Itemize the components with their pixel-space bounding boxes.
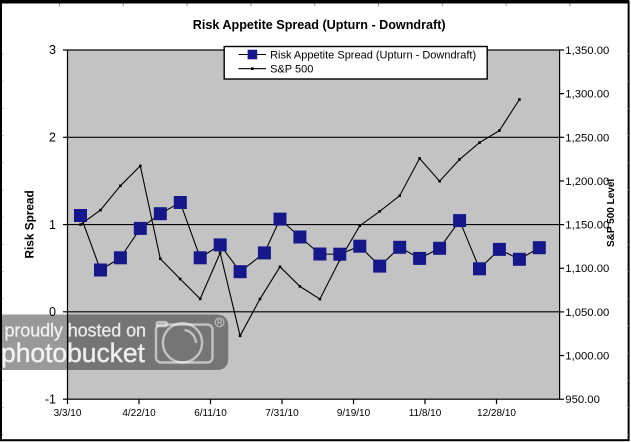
- svg-text:950.00: 950.00: [565, 394, 600, 406]
- svg-text:1,150.00: 1,150.00: [565, 220, 609, 232]
- svg-text:9/19/10: 9/19/10: [337, 408, 371, 419]
- svg-text:Risk Appetite Spread (Upturn -: Risk Appetite Spread (Upturn - Downdraft…: [193, 18, 446, 32]
- svg-text:1,050.00: 1,050.00: [565, 307, 609, 319]
- svg-text:-1: -1: [45, 392, 56, 406]
- svg-text:3: 3: [49, 43, 56, 57]
- svg-text:1,350.00: 1,350.00: [565, 45, 609, 57]
- svg-text:1,300.00: 1,300.00: [565, 89, 609, 101]
- svg-text:1,000.00: 1,000.00: [565, 351, 609, 363]
- svg-text:1,200.00: 1,200.00: [565, 176, 609, 188]
- svg-text:S&P 500 Level: S&P 500 Level: [606, 179, 617, 247]
- svg-text:2: 2: [49, 131, 56, 145]
- svg-text:0: 0: [49, 305, 56, 319]
- svg-text:Risk Appetite Spread (Upturn -: Risk Appetite Spread (Upturn - Downdraft…: [270, 49, 476, 61]
- svg-text:11/8/10: 11/8/10: [409, 408, 442, 419]
- svg-text:12/28/10: 12/28/10: [477, 408, 516, 419]
- svg-text:7/31/10: 7/31/10: [265, 408, 299, 419]
- svg-text:photobucket: photobucket: [1, 338, 146, 368]
- svg-text:3/3/10: 3/3/10: [54, 408, 82, 419]
- svg-text:1,100.00: 1,100.00: [565, 263, 609, 275]
- svg-text:1,250.00: 1,250.00: [565, 132, 609, 144]
- svg-text:1: 1: [49, 218, 56, 232]
- svg-text:4/22/10: 4/22/10: [122, 408, 156, 419]
- svg-text:Risk Spread: Risk Spread: [23, 190, 37, 258]
- svg-text:S&P 500: S&P 500: [270, 64, 313, 76]
- svg-text:proudly hosted on: proudly hosted on: [5, 321, 146, 341]
- svg-text:6/11/10: 6/11/10: [194, 408, 227, 419]
